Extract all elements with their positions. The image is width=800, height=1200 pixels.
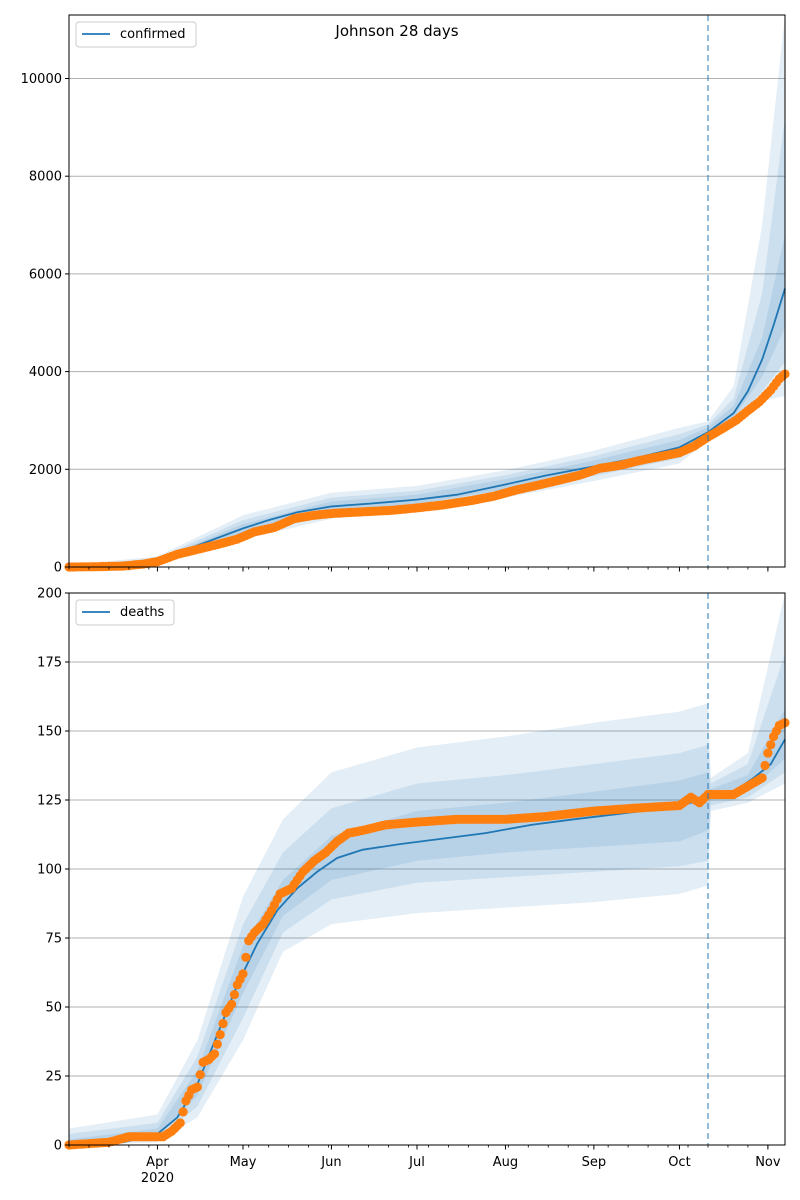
observed-point (215, 1030, 225, 1040)
band-outer (69, 593, 785, 1145)
y-tick-label: 10000 (21, 72, 62, 87)
x-tick-label: Apr (146, 1155, 169, 1170)
deaths-observed-points (64, 718, 790, 1150)
observed-point (241, 952, 251, 962)
observed-point (229, 989, 240, 1000)
band-mid (69, 117, 785, 567)
deaths-y-ticks: 0 25 50 75 100 125 150 175 200 (37, 587, 69, 1154)
y-tick-label: 50 (45, 1001, 62, 1016)
y-tick-label: 125 (37, 794, 62, 809)
y-tick-label: 0 (54, 1139, 62, 1154)
y-tick-label: 2000 (29, 463, 62, 478)
deaths-legend: deaths (75, 599, 175, 626)
confirmed-observed-points (64, 369, 790, 572)
observed-point (763, 748, 773, 758)
deaths-axes-border (68, 592, 786, 1146)
confirmed-axes-border (68, 14, 786, 568)
x-tick-label: Sep (582, 1155, 607, 1170)
observed-point (192, 1082, 202, 1092)
band-inner (69, 234, 785, 568)
confirmed-uncertainty-bands (69, 15, 785, 568)
x-tick-label: Oct (668, 1155, 690, 1170)
observed-point (178, 1107, 188, 1117)
figure-title: Johnson 28 days (334, 22, 458, 40)
y-tick-label: 8000 (29, 170, 62, 185)
observed-point (766, 740, 776, 750)
observed-point (195, 1070, 205, 1080)
confirmed-y-ticks: 0 2000 4000 6000 8000 10000 (21, 72, 69, 576)
confirmed-legend-label: confirmed (120, 27, 186, 42)
y-tick-label: 6000 (29, 267, 62, 282)
confirmed-panel: 0 2000 4000 6000 8000 10000 confirmed Johnson… (21, 14, 790, 576)
observed-point (226, 999, 237, 1009)
y-tick-label: 150 (37, 725, 62, 740)
y-tick-label: 25 (45, 1070, 62, 1085)
x-tick-label: May (230, 1155, 257, 1170)
x-tick-label: Nov (755, 1155, 781, 1170)
y-tick-label: 100 (37, 863, 62, 878)
observed-point (209, 1049, 220, 1059)
x-tick-label: Jul (408, 1155, 425, 1170)
observed-point (760, 760, 770, 771)
confirmed-legend: confirmed (75, 21, 197, 48)
y-tick-label: 0 (54, 561, 62, 576)
y-tick-label: 175 (37, 656, 62, 671)
band-mid (69, 653, 785, 1145)
observed-point (218, 1018, 228, 1029)
observed-point (238, 969, 248, 979)
confirmed-plot-area (69, 15, 785, 567)
deaths-gridlines (69, 592, 785, 1146)
x-year-label: 2020 (141, 1171, 174, 1186)
x-tick-label: Jun (320, 1155, 341, 1170)
observed-point (212, 1039, 222, 1049)
x-tick-label: Aug (493, 1155, 518, 1170)
deaths-uncertainty-bands (69, 593, 785, 1145)
y-tick-label: 4000 (29, 365, 62, 380)
confirmed-x-ticks (68, 567, 769, 572)
deaths-legend-label: deaths (120, 605, 165, 620)
band-inner (69, 708, 785, 1145)
y-tick-label: 200 (37, 587, 62, 602)
y-tick-label: 75 (45, 932, 62, 947)
observed-point (175, 1118, 185, 1128)
observed-point (757, 773, 767, 783)
